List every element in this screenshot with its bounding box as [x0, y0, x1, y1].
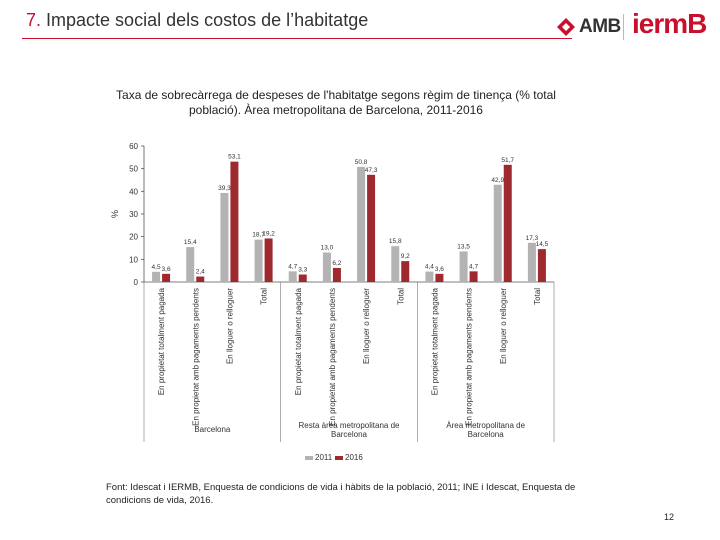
category-label: En propietat amb pagaments pendents: [465, 288, 474, 426]
group-label: Barcelona: [468, 430, 505, 439]
data-label-2016: 2,4: [196, 269, 205, 276]
bar-2011: [459, 251, 468, 282]
group-label: Àrea metropolitana de: [446, 421, 525, 430]
bar-2011: [152, 271, 161, 282]
bar-2016: [435, 273, 444, 282]
bar-2011: [493, 184, 502, 282]
y-tick-label: 60: [129, 142, 138, 151]
page-number: 12: [664, 512, 675, 522]
bar-2016: [298, 274, 307, 282]
bar-2011: [357, 166, 366, 282]
y-tick-label: 30: [129, 210, 138, 219]
y-tick-label: 20: [129, 233, 138, 242]
bar-2011: [391, 246, 400, 282]
data-label-2016: 53,1: [228, 154, 241, 161]
bar-2016: [469, 271, 478, 282]
amb-logo-text: AMB: [579, 16, 621, 37]
data-label-2011: 42,9: [491, 177, 504, 184]
legend-swatch-2011: [305, 456, 313, 460]
data-label-2016: 47,3: [365, 167, 378, 174]
category-label: Total: [396, 288, 405, 305]
bar-2016: [196, 276, 205, 282]
source-footnote: Font: Idescat i IERMB, Enquesta de condi…: [106, 482, 576, 506]
data-label-2011: 13,5: [457, 243, 470, 250]
amb-logo: AMB: [556, 14, 621, 40]
y-axis-label: %: [110, 210, 120, 218]
category-label: En propietat totalment pagada: [294, 287, 303, 395]
slide-title-number: 7.: [26, 10, 42, 30]
data-label-2011: 4,5: [152, 264, 161, 271]
data-label-2016: 14,5: [536, 241, 549, 248]
bar-2011: [322, 252, 331, 282]
category-label: En propietat amb pagaments pendents: [191, 288, 200, 426]
data-label-2011: 18,7: [252, 232, 265, 239]
data-label-2011: 15,4: [184, 239, 197, 246]
data-label-2011: 15,8: [389, 238, 402, 245]
bar-2016: [367, 174, 376, 282]
bar-2016: [401, 261, 410, 282]
bar-2011: [527, 242, 536, 282]
legend-label-2011: 2011: [315, 453, 333, 462]
category-label: En lloguer o relloguer: [225, 288, 234, 364]
chart-title: Taxa de sobrecàrrega de despeses de l'ha…: [116, 88, 556, 117]
data-label-2016: 19,2: [262, 230, 275, 237]
logo-separator: [623, 14, 624, 40]
bar-2016: [230, 161, 239, 282]
y-tick-label: 40: [129, 187, 138, 196]
bar-2011: [220, 192, 229, 282]
iermb-logo: iermB: [632, 8, 707, 39]
data-label-2011: 4,4: [425, 264, 434, 271]
slide-title: 7. Impacte social dels costos de l’habit…: [26, 10, 368, 31]
data-label-2011: 50,8: [355, 159, 368, 166]
data-label-2011: 17,3: [526, 235, 539, 242]
y-tick-label: 0: [134, 278, 139, 287]
category-label: En lloguer o relloguer: [362, 288, 371, 364]
bar-2011: [186, 247, 195, 282]
category-label: En propietat amb pagaments pendents: [328, 288, 337, 426]
bar-2011: [254, 239, 263, 282]
bar-2011: [288, 271, 297, 282]
category-label: Total: [260, 288, 269, 305]
category-label: En propietat totalment pagada: [430, 287, 439, 395]
group-label: Barcelona: [194, 425, 231, 434]
amb-logo-icon: [557, 18, 575, 36]
data-label-2011: 4,7: [288, 263, 297, 270]
legend-swatch-2016: [335, 456, 343, 460]
group-label: Resta àrea metropolitana de: [299, 421, 401, 430]
category-label: Total: [533, 288, 542, 305]
group-label: Barcelona: [331, 430, 368, 439]
legend-label-2016: 2016: [345, 453, 363, 462]
bar-2016: [332, 267, 341, 282]
bar-2016: [264, 238, 273, 282]
data-label-2016: 51,7: [501, 157, 514, 164]
data-label-2016: 3,6: [162, 266, 171, 273]
slide-header: 7. Impacte social dels costos de l’habit…: [0, 0, 720, 52]
title-rule: [22, 38, 572, 39]
data-label-2016: 6,2: [332, 260, 341, 267]
data-label-2016: 3,6: [435, 266, 444, 273]
bar-2016: [162, 273, 171, 282]
y-tick-label: 50: [129, 165, 138, 174]
data-label-2016: 4,7: [469, 263, 478, 270]
data-label-2016: 9,2: [401, 253, 410, 260]
category-label: En lloguer o relloguer: [499, 288, 508, 364]
bar-2011: [425, 271, 434, 282]
data-label-2016: 3,3: [298, 267, 307, 274]
y-tick-label: 10: [129, 255, 138, 264]
slide-title-text: Impacte social dels costos de l’habitatg…: [46, 10, 369, 30]
bar-2016: [537, 249, 546, 282]
bar-2016: [503, 164, 512, 282]
category-label: En propietat totalment pagada: [157, 287, 166, 395]
data-label-2011: 13,0: [321, 245, 334, 252]
data-label-2011: 39,3: [218, 185, 231, 192]
